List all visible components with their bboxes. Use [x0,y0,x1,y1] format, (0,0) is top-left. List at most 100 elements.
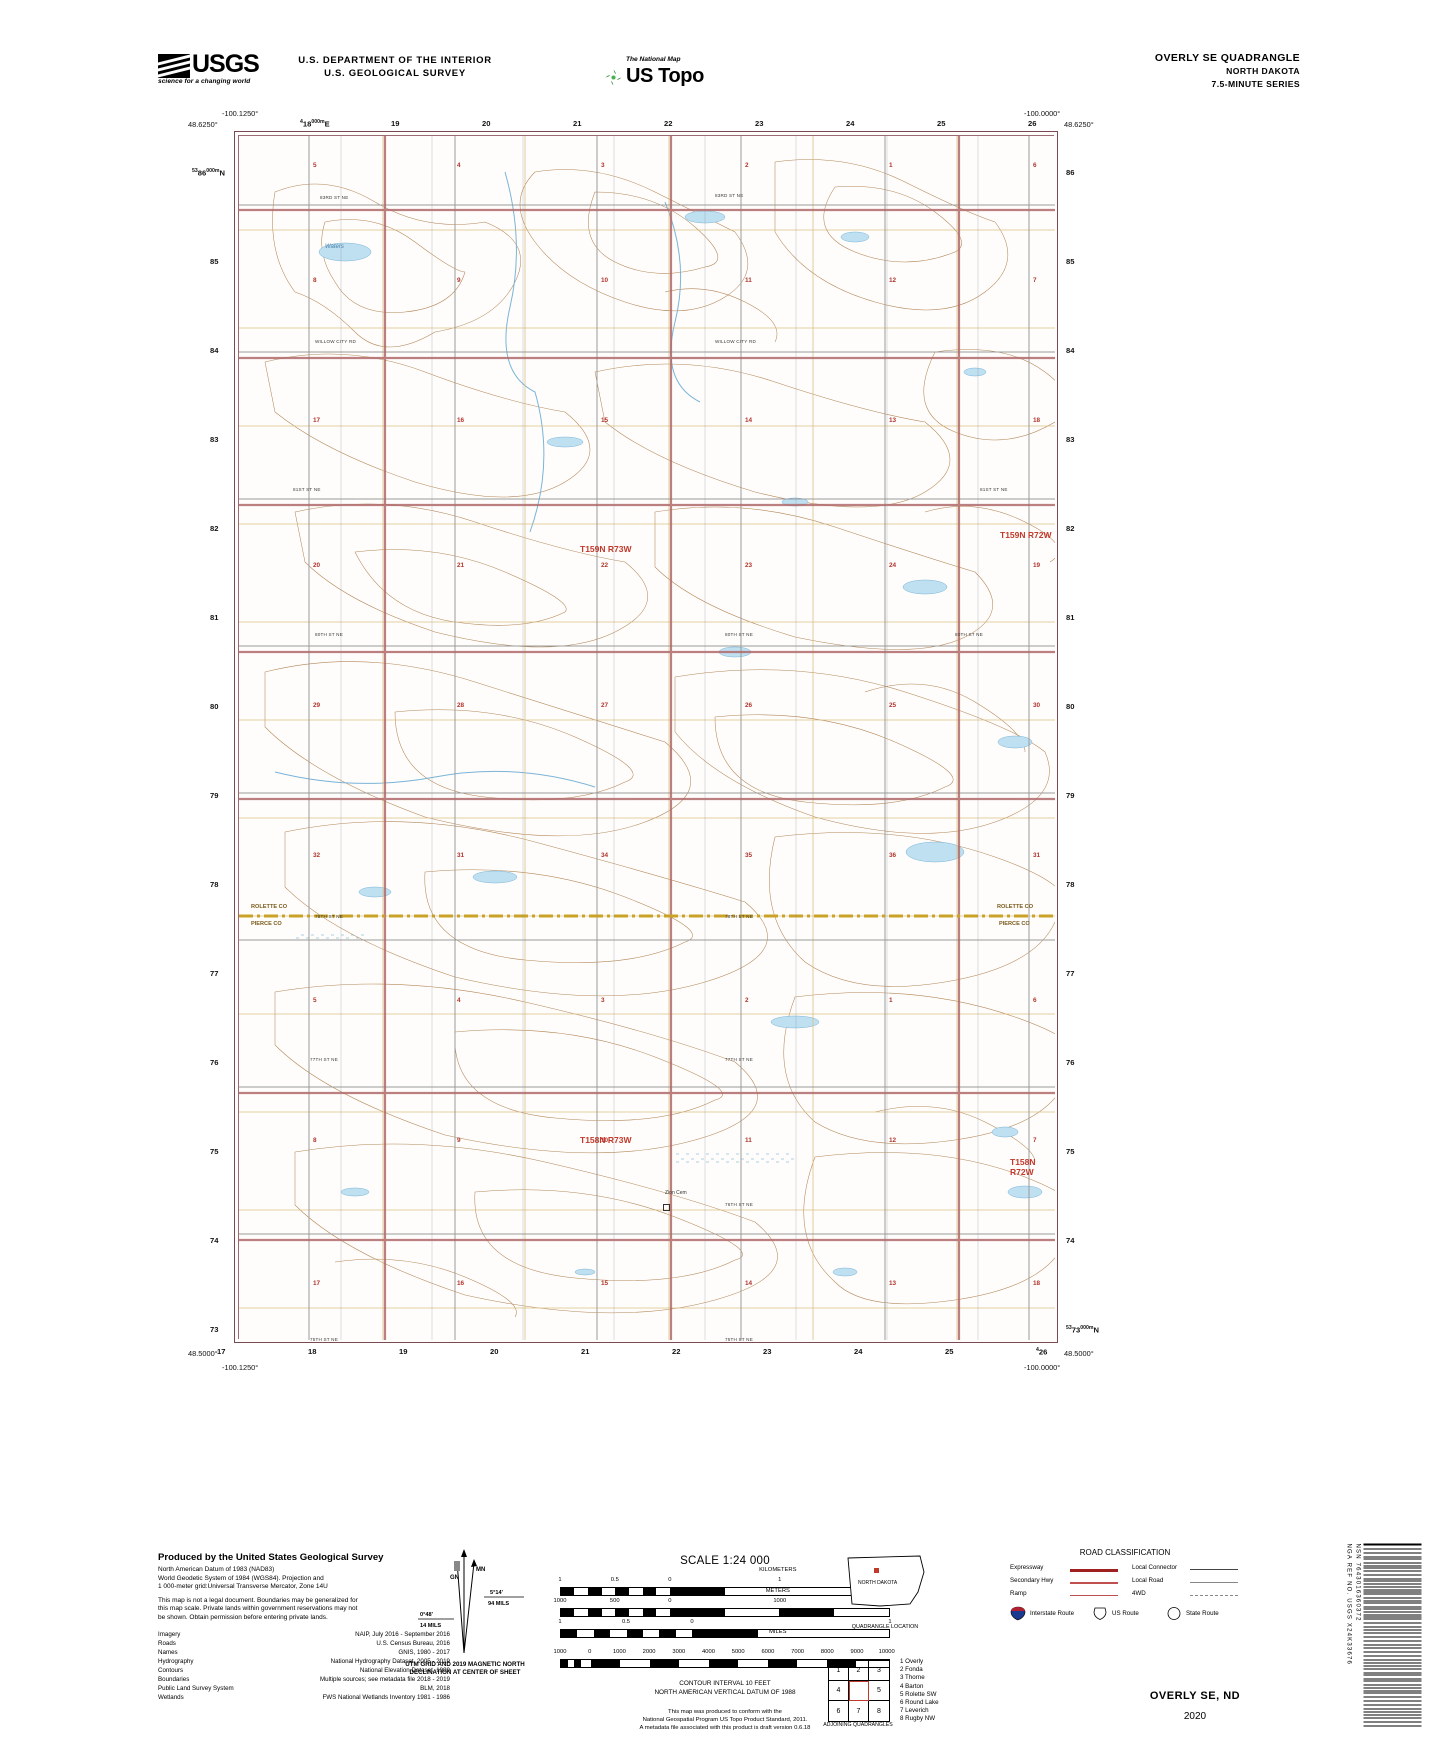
feature-label-zion-cem: Zion Cem [665,1190,687,1196]
utm-left-tick-85: 85 [210,257,219,266]
source-row: Imagery NAIP, July 2016 - September 2016 [158,1630,450,1639]
declination-caption-line-2: DECLINATION AT CENTER OF SHEET [409,1669,521,1676]
scale-tick-6000: 6000 [761,1649,775,1655]
county-label-pierce-east: PIERCE CO [999,921,1030,927]
datum-line-3: 1 000-meter grid:Universal Transverse Me… [158,1583,328,1591]
road-name-label-15: 75TH ST NE [725,1337,753,1342]
road-legend-sample-line [1190,1569,1238,1570]
section-number-8-r7: 8 [313,1137,317,1144]
utm-right-tick-76: 76 [1066,1058,1075,1067]
section-number-17-r8: 17 [313,1280,321,1287]
road-name-label-14: 75TH ST NE [310,1337,338,1342]
adjoining-cell-2: 2 [849,1661,869,1681]
utm-right-tick-78: 78 [1066,880,1075,889]
adjoining-cell-4: 4 [829,1681,849,1701]
road-legend-label-ramp: Ramp [1010,1590,1027,1597]
utm-bottom-tick-19: 19 [399,1347,408,1356]
svg-text:94 MILS: 94 MILS [488,1601,509,1607]
road-name-label-3: WILLOW CITY RD [715,339,756,344]
source-key: Boundaries [158,1675,190,1683]
adjoining-name-7: 7 Leverich [900,1707,929,1715]
utm-left-tick-73: 73 [210,1325,219,1334]
declination-caption-line-1: UTM GRID AND 2019 MAGNETIC NORTH [405,1661,525,1668]
road-name-label-11: 77TH ST NE [310,1057,338,1062]
corner-se-lon: -100.0000° [1024,1363,1061,1372]
section-number-16-r2: 16 [457,417,465,424]
datum-line-2: World Geodetic System of 1984 (WGS84). P… [158,1574,324,1582]
conformance-line-3: A metadata file associated with this pro… [639,1725,811,1731]
section-number-23-r3: 23 [745,562,753,569]
utm-right-tick-86: 86 [1066,168,1075,177]
source-value: FWS National Wetlands Inventory 1981 - 1… [322,1693,450,1701]
utm-left-tick-78: 78 [210,880,219,889]
legal-disclaimer: This map is not a legal document. Bounda… [158,1596,358,1621]
corner-se-lat: 48.5000° [1064,1349,1094,1358]
source-value: BLM, 2018 [420,1684,450,1692]
township-label-t158n-r73w: T158N R73W [580,1135,632,1145]
section-number-21-r3: 21 [457,562,465,569]
utm-right-tick-80: 80 [1066,702,1075,711]
usgs-tagline: science for a changing world [158,78,251,85]
section-number-12-r1: 12 [889,277,897,284]
source-value: NAIP, July 2016 - September 2016 [355,1630,450,1638]
section-number-5-r0: 5 [313,162,317,169]
road-name-label-1: 83RD ST NE [715,193,744,198]
section-number-4-r6: 4 [457,997,461,1004]
section-number-15-r8: 15 [601,1280,609,1287]
adjoining-cell-8: 8 [877,1707,881,1715]
utm-bottom-tick-23: 23 [763,1347,772,1356]
scale-tick-3000: 3000 [672,1649,686,1655]
map-body[interactable]: -100.1250° 48.6250° -100.0000° 48.6250° … [188,109,1099,1372]
quadrangle-state: NORTH DAKOTA [1226,66,1300,76]
us-topo-logo: The National Map US Topo [604,56,724,92]
topographic-map-canvas[interactable] [235,132,1058,1343]
route-shield-row: Interstate Route US Route State Route [1010,1606,1240,1628]
svg-text:14 MILS: 14 MILS [420,1623,441,1629]
adjoining-name-2: 2 Fonda [900,1666,923,1674]
section-number-12-r7: 12 [889,1137,897,1144]
scale-tick-2000: 2000 [642,1649,656,1655]
legend-us-route-label: US Route [1112,1610,1139,1617]
section-number-4-r0: 4 [457,162,461,169]
corner-ne-lat: 48.6250° [1064,120,1094,129]
utm-right-tick-75: 75 [1066,1147,1075,1156]
road-name-label-10: 78TH ST NE [725,914,753,919]
adjoining-name-3: 3 Thorne [900,1674,925,1682]
utm-left-tick-80: 80 [210,702,219,711]
utm-right-tick-81: 81 [1066,613,1075,622]
utm-bottom-tick-18: 18 [308,1347,317,1356]
road-legend-label-local-connector: Local Connector [1132,1564,1178,1571]
source-key: Imagery [158,1630,181,1638]
road-legend-label-4wd: 4WD [1132,1590,1146,1597]
usgs-wordmark: USGS [192,50,260,78]
quadrangle-title-block: OVERLY SE QUADRANGLE NORTH DAKOTA 7.5-MI… [1155,52,1300,91]
utm-right-tick-82: 82 [1066,524,1075,533]
road-name-label-13: 76TH ST NE [725,1202,753,1207]
us-route-shield-icon [1093,1607,1107,1620]
road-name-label-2: WILLOW CITY RD [315,339,356,344]
section-number-3-r6: 3 [601,997,605,1004]
north-dakota-state-outline-icon: NORTH DAKOTA [847,1555,925,1607]
section-number-10-r7: 10 [601,1137,609,1144]
scale-title: SCALE 1:24 000 [680,1555,770,1567]
utm-top-tick-20: 20 [482,119,491,128]
section-number-2-r6: 2 [745,997,749,1004]
section-number-16-r8: 16 [457,1280,465,1287]
road-name-label-9: 78TH ST NE [315,914,343,919]
scalebar-meters-unit: METERS [765,1588,790,1594]
legend-interstate-label: Interstate Route [1030,1610,1075,1617]
barcode-block: NSN 7643016360372 NGA REF NO. USGS X24K3… [1328,1543,1428,1735]
legend-state-route-label: State Route [1186,1610,1219,1617]
source-value: National Hydrography Dataset, 2005 - 201… [330,1657,450,1665]
utm-left-tick-77: 77 [210,969,219,978]
utm-bottom-tick-20: 20 [490,1347,499,1356]
svg-text:NORTH DAKOTA: NORTH DAKOTA [858,1580,898,1586]
road-name-label-7: 80TH ST NE [725,632,753,637]
scale-tick-0.5: 0.5 [610,1577,619,1583]
section-number-2-r0: 2 [745,162,749,169]
contour-interval-block: CONTOUR INTERVAL 10 FEET NORTH AMERICAN … [560,1680,890,1697]
scalebar-kilometers-bar [560,1587,890,1596]
utm-top-tick-19: 19 [391,119,400,128]
section-number-26-r4: 26 [745,702,753,709]
county-label-rolette-west: ROLETTE CO [251,904,288,910]
